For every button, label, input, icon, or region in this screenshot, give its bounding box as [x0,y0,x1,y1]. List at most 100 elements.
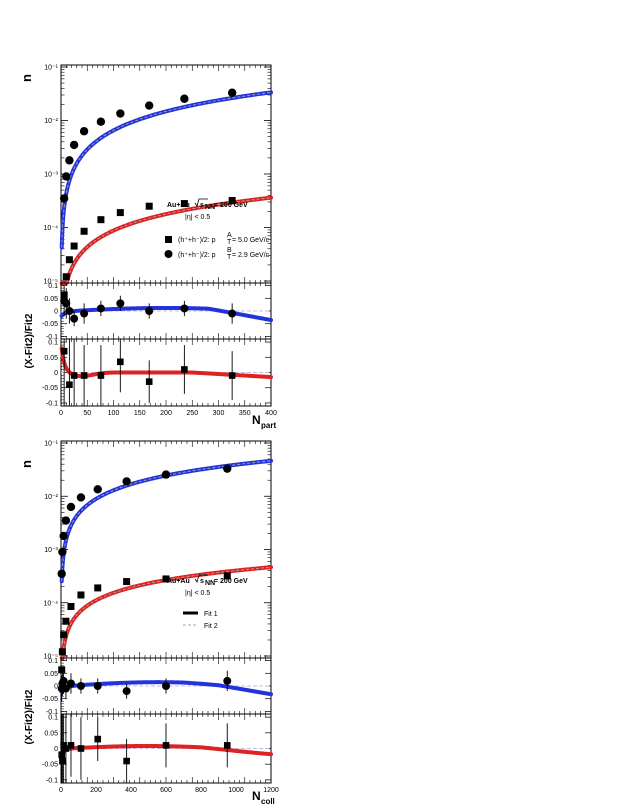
top-main-point-square [80,227,88,235]
top-ratio-red-point-square [228,372,236,379]
bottom-ratio-blue-point-circle [61,684,70,693]
legend-series-square-sub: T [227,239,232,246]
top-xlabel-sub: part [261,421,276,430]
bottom-ratio-red-xtick-label: 400 [125,787,137,794]
top-ratio-ylabel: (X-Fit2)/Fit2 [24,313,35,368]
top-ratio-red-point-square [97,372,105,379]
bottom-legend-energy-sub: NN [205,580,215,587]
top-main-fit2-curve-1 [61,197,272,284]
top-main-point-circle [116,109,125,118]
top-main-point-square [228,196,236,204]
legend-series-square: (h⁺+h⁻)/2: p [178,237,216,244]
top-ratio-blue-panel: 0.1 0.05 0 -0.05 -0.1 [42,282,273,341]
top-ratio-red-ytick-label: 0 [54,370,58,377]
top-ratio-red-point-square [66,381,73,388]
bottom-ratio-blue-ytick-label: 0 [54,684,58,691]
legend-series-square-sup: A [227,232,232,239]
top-ratio-blue-point-circle [62,299,71,308]
bottom-main-point-square [62,617,70,625]
top-legend-energy-sub: NN [205,204,215,211]
top-ratio-red-xtick-label: 300 [213,410,225,417]
top-ratio-red-point-square [117,358,124,366]
top-ratio-red-fit1-curve [59,346,273,380]
top-ratio-red-ytick-label: 0.05 [44,355,58,362]
bottom-legend-sqrt-icon [194,574,208,583]
bottom-ratio-blue-ytick-label: -0.05 [42,696,58,703]
bottom-xlabel-main: N [252,789,261,803]
top-main-point-square [70,242,78,250]
legend-series-circle-value: = 2.9 GeV/c [232,252,270,259]
bottom-main-point-square [94,584,102,592]
top-main-ytick-label: 10⁻⁴ [44,225,59,232]
bottom-main-point-square [58,666,66,674]
bottom-legend-energy: s [200,578,204,585]
top-main-point-square [65,256,73,264]
top-main-point-square [97,216,105,224]
bottom-main-ytick-label: 10⁻³ [44,547,58,554]
top-main-point-circle [96,117,106,126]
top-legend: Au+Au s NN = 200 GeV |η| < 0.5 (h⁺+h⁻)/2… [164,198,270,261]
bottom-ratio-blue-panel: 0.1 0.05 0 -0.05 -0.1 [42,657,273,716]
bottom-main-fit2-curve-0 [61,460,272,582]
bottom-ratio-red-xtick-label: 600 [160,787,172,794]
top-ratio-red-xtick-label: 50 [83,410,91,417]
top-ratio-blue-point-circle [96,304,105,313]
bottom-main-ylabel: n [19,460,34,468]
bottom-ratio-blue-point-circle [59,676,68,685]
bottom-ratio-blue-point-circle [162,682,170,690]
bottom-ratio-red-xtick-label: 800 [195,787,207,794]
bottom-main-point-circle [122,477,131,486]
top-ratio-red-xtick-label: 0 [59,410,63,417]
top-main-point-circle [145,101,154,110]
top-legend-energy-value: = 200 GeV [214,202,248,209]
top-ratio-red-point-square [70,372,78,379]
bottom-ratio-red-xtick-label: 1000 [228,787,244,794]
bottom-ratio-red-ytick-label: -0.05 [42,762,58,769]
top-ratio-blue-ytick-label: 0.05 [44,296,58,303]
bottom-main-point-circle [58,547,67,557]
bottom-ratio-red-ytick-label: 0 [54,746,58,753]
bottom-legend-energy-value: = 200 GeV [214,578,248,585]
top-xlabel: N part [252,413,276,430]
bottom-ratio-red-panel: 0.10.050-0.05-0.10 200 400 600 800 1000 1200 [42,713,279,794]
bottom-ratio-ylabel: (X-Fit2)/Fit2 [24,689,35,744]
bottom-ratio-red-ytick-label: 0.1 [48,715,58,722]
bottom-main-point-circle [57,569,66,578]
top-ratio-red-ytick-label: 0.1 [48,340,58,347]
bottom-ratio-blue-point-circle [122,687,131,696]
bottom-main-point-square [123,578,131,586]
bottom-main-fit1-curve-0 [59,458,273,584]
top-ratio-blue-point-circle [116,299,125,308]
bottom-main-point-square [58,648,66,656]
legend-series-square-value: = 5.0 GeV/c [232,237,270,244]
top-ratio-blue-point-circle [70,314,79,323]
legend-series-circle: (h⁺+h⁻)/2: p [178,252,216,259]
bottom-legend-eta: |η| < 0.5 [185,590,210,597]
top-ratio-blue-ytick-label: 0.1 [48,283,58,290]
bottom-main-fit2-curve-1 [61,566,272,659]
bottom-ratio-red-point-square [223,742,231,749]
bottom-main-point-circle [223,464,232,473]
bottom-ratio-blue-point-circle [76,682,85,690]
top-main-point-circle [65,156,74,165]
top-ratio-red-ytick-label: -0.1 [46,400,58,407]
top-ratio-red-xtick-label: 250 [186,410,198,417]
bottom-main-ytick-label: 10⁻⁴ [44,600,59,607]
top-ratio-red-xtick-label: 150 [134,410,146,417]
bottom-xlabel-sub: coll [261,797,275,806]
bottom-ratio-red-xtick-label: 0 [59,787,63,794]
bottom-main-ytick-label: 10⁻² [44,494,58,501]
legend-series-circle-sub: T [227,254,232,261]
top-main-point-circle [59,194,69,203]
bottom-ratio-red-point-square [77,745,85,752]
bottom-ratio-red-point-square [58,751,65,759]
top-ratio-blue-point-circle [228,309,237,318]
bottom-main-ytick-label: 10⁻¹ [44,441,58,448]
top-ratio-red-xtick-label: 200 [160,410,172,417]
bottom-main-panel: 10⁻¹ 10⁻² 10⁻³ 10⁻⁴ 10⁻⁵ [44,440,273,674]
top-main-fit2-curve-0 [61,91,272,248]
top-legend-energy: s [200,202,204,209]
top-main-ytick-label: 10⁻² [44,118,58,125]
top-ratio-blue-point-circle [65,307,74,315]
